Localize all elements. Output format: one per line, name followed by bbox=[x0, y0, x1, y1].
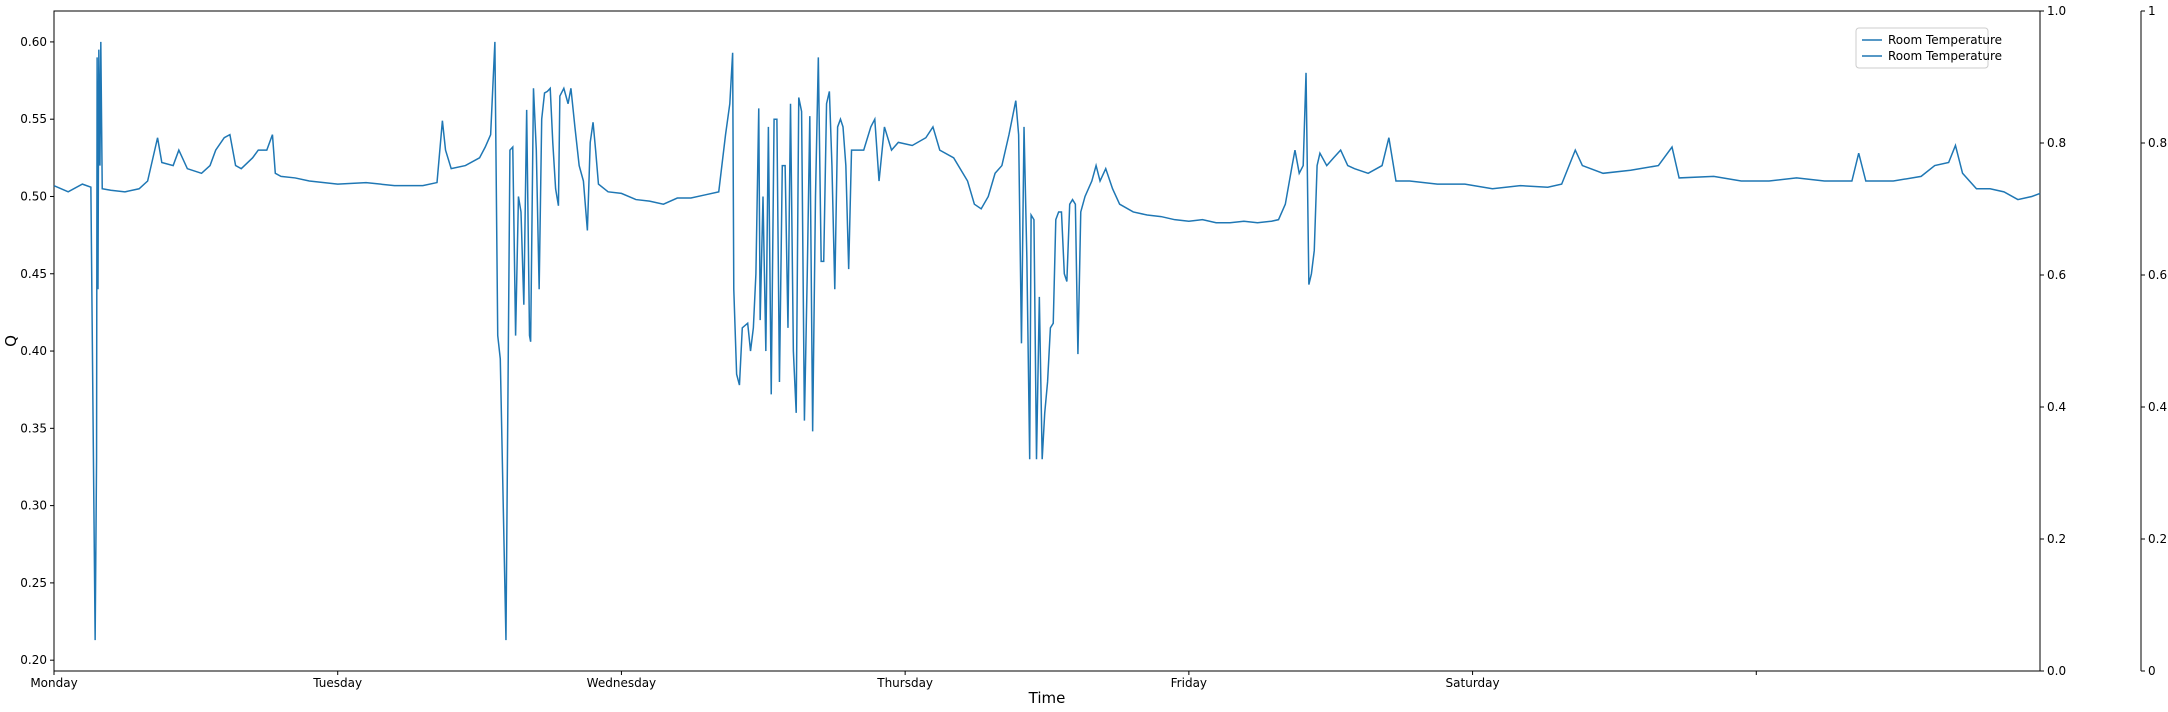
y3-tick-label: 1 bbox=[2148, 4, 2156, 18]
y2-tick-label: 0.4 bbox=[2047, 400, 2066, 414]
x-tick-label: Friday bbox=[1171, 676, 1207, 690]
x-tick-label: Thursday bbox=[876, 676, 933, 690]
plot-frame bbox=[53, 10, 2041, 672]
y-tick-label: 0.35 bbox=[20, 421, 47, 435]
legend-label: Room Temperature bbox=[1888, 33, 2002, 47]
y-tick-label: 0.40 bbox=[20, 344, 47, 358]
y2-tick-label: 0.8 bbox=[2047, 136, 2066, 150]
legend-label: Room Temperature bbox=[1888, 49, 2002, 63]
y2-tick-label: 0.2 bbox=[2047, 532, 2066, 546]
y-tick-label: 0.60 bbox=[20, 35, 47, 49]
y2-tick-label: 1.0 bbox=[2047, 4, 2066, 18]
data-line bbox=[53, 41, 2041, 641]
x-tick-label: Saturday bbox=[1446, 676, 1500, 690]
y-tick-label: 0.55 bbox=[20, 112, 47, 126]
y2-tick-label: 0.0 bbox=[2047, 664, 2066, 678]
y-axis-label: Q bbox=[2, 335, 20, 347]
y3-tick-label: 0.2 bbox=[2148, 532, 2167, 546]
y-tick-label: 0.45 bbox=[20, 267, 47, 281]
y3-tick-label: 0.4 bbox=[2148, 400, 2167, 414]
y3-tick-label: 0.8 bbox=[2148, 136, 2167, 150]
x-tick-label: Wednesday bbox=[587, 676, 656, 690]
x-axis-label: Time bbox=[1028, 689, 1066, 707]
y2-tick-label: 0.6 bbox=[2047, 268, 2066, 282]
y3-tick-label: 0 bbox=[2148, 664, 2156, 678]
legend-box bbox=[1855, 27, 1989, 69]
y-tick-label: 0.25 bbox=[20, 576, 47, 590]
y-tick-label: 0.50 bbox=[20, 189, 47, 203]
y3-tick-label: 0.6 bbox=[2148, 268, 2167, 282]
y-tick-label: 0.20 bbox=[20, 653, 47, 667]
x-tick-label: Tuesday bbox=[312, 676, 362, 690]
y-tick-label: 0.30 bbox=[20, 499, 47, 513]
x-tick-label: Monday bbox=[30, 676, 77, 690]
